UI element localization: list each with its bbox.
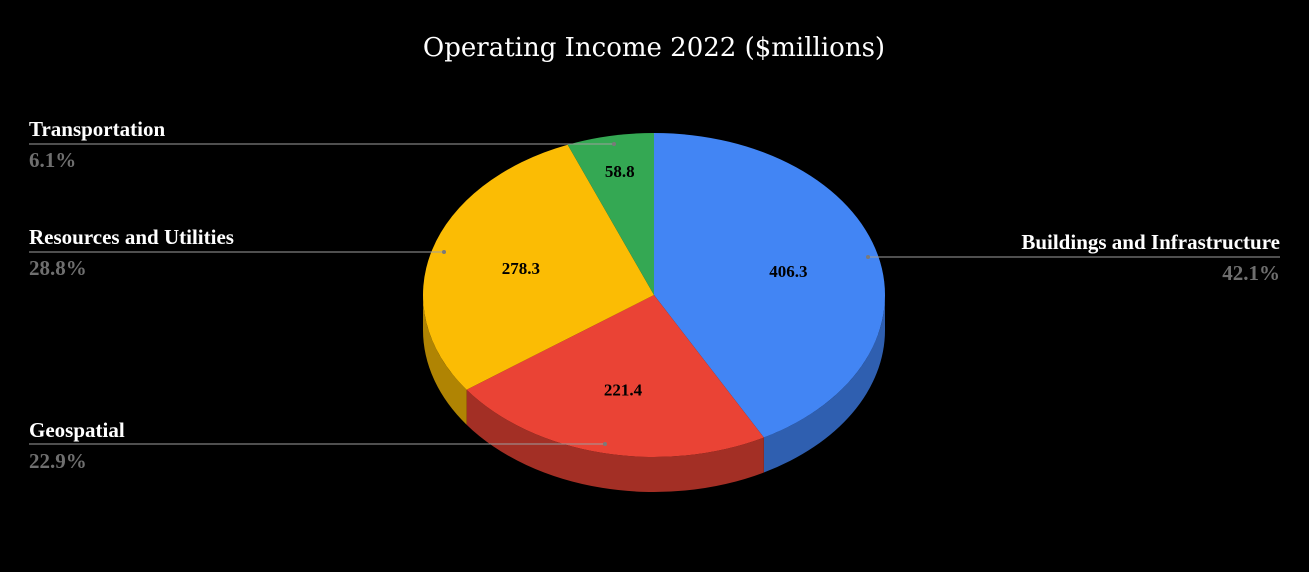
slice-value-resources: 278.3 xyxy=(502,259,540,278)
leader-dot-resources xyxy=(442,250,446,254)
slice-name-resources: Resources and Utilities xyxy=(29,225,234,249)
pie-sides xyxy=(423,295,885,492)
pie-slice-transportation xyxy=(567,133,654,295)
slice-value-geospatial: 221.4 xyxy=(604,381,643,400)
slice-name-transportation: Transportation xyxy=(29,117,165,141)
leader-dot-buildings xyxy=(866,255,870,259)
slice-name-buildings: Buildings and Infrastructure xyxy=(1021,230,1280,254)
pie-side-resources xyxy=(423,295,467,425)
slice-percent-resources: 28.8% xyxy=(29,256,87,280)
pie-side-buildings xyxy=(763,295,885,473)
slice-value-labels: 406.3 221.4 278.3 58.8 xyxy=(502,162,808,400)
pie-slices xyxy=(423,133,885,457)
slice-labels: Buildings and Infrastructure 42.1% Geospat… xyxy=(29,117,1280,473)
pie-side-geospatial xyxy=(466,389,764,492)
pie-slice-buildings xyxy=(654,133,885,438)
leader-dot-geospatial xyxy=(603,442,607,446)
slice-percent-buildings: 42.1% xyxy=(1222,261,1280,285)
leader-lines xyxy=(29,142,1280,446)
pie-slice-resources xyxy=(423,144,654,390)
chart-title: Operating Income 2022 ($millions) xyxy=(423,33,885,63)
slice-percent-transportation: 6.1% xyxy=(29,148,76,172)
slice-value-transportation: 58.8 xyxy=(605,162,635,181)
leader-dot-transportation xyxy=(612,142,616,146)
slice-name-geospatial: Geospatial xyxy=(29,418,125,442)
pie-slice-geospatial xyxy=(466,295,764,457)
slice-value-buildings: 406.3 xyxy=(769,262,807,281)
slice-percent-geospatial: 22.9% xyxy=(29,449,87,473)
